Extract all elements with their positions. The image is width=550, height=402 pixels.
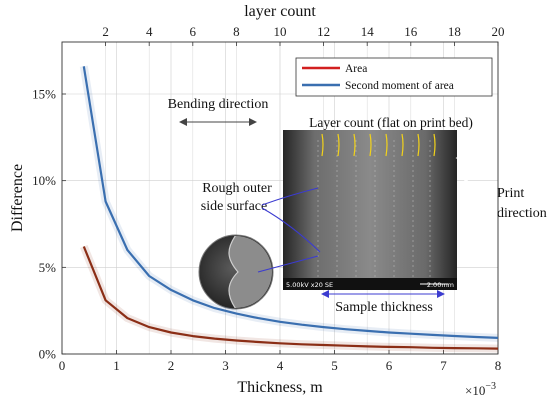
x-tick-label: 6 bbox=[386, 358, 393, 373]
top-tick-label: 16 bbox=[404, 24, 418, 39]
y-tick-label: 5% bbox=[39, 260, 57, 275]
y-tick-label: 0% bbox=[39, 347, 57, 362]
sem-caption-right: 2.00mm bbox=[427, 281, 454, 289]
x-tick-label: 7 bbox=[440, 358, 447, 373]
sample-thickness-label: Sample thickness bbox=[335, 300, 433, 315]
x-tick-label: 5 bbox=[331, 358, 338, 373]
print-direction-label-line2: direction bbox=[497, 206, 547, 221]
layer-markers bbox=[321, 133, 436, 157]
top-ticks: 2 4 6 8 10 12 14 16 18 20 bbox=[102, 24, 505, 46]
x-exponent: ×10−3 bbox=[465, 381, 496, 398]
x-exponent-base: ×10 bbox=[465, 383, 485, 398]
top-tick-label: 14 bbox=[361, 24, 375, 39]
rough-surface-label-line1: Rough outer bbox=[202, 181, 272, 196]
series-group bbox=[79, 65, 498, 353]
sem-circle-inset bbox=[198, 234, 274, 310]
series-line-area bbox=[82, 246, 498, 350]
x-axis-label: Thickness, m bbox=[237, 379, 323, 396]
legend-label-second-moment: Second moment of area bbox=[345, 80, 454, 92]
top-tick-label: 6 bbox=[190, 24, 197, 39]
sem-image-inset: 5.00kV x20 SE 2.00mm bbox=[283, 130, 477, 290]
top-tick-label: 20 bbox=[492, 24, 505, 39]
sem-caption-left: 5.00kV x20 SE bbox=[286, 281, 333, 289]
top-tick-label: 10 bbox=[274, 24, 287, 39]
series-line-second-moment bbox=[82, 66, 498, 339]
x-tick-label: 1 bbox=[113, 358, 120, 373]
x-tick-label: 2 bbox=[168, 358, 175, 373]
top-tick-label: 2 bbox=[102, 24, 109, 39]
y-axis-label: Difference bbox=[9, 164, 26, 232]
layer-count-flat-label: Layer count (flat on print bed) bbox=[309, 115, 473, 130]
top-tick-label: 12 bbox=[317, 24, 330, 39]
top-tick-label: 8 bbox=[233, 24, 240, 39]
x-tick-label: 8 bbox=[495, 358, 502, 373]
sem-image bbox=[283, 130, 457, 290]
x-tick-label: 3 bbox=[222, 358, 229, 373]
x-exponent-power: −3 bbox=[485, 381, 496, 392]
legend-label-area: Area bbox=[345, 63, 367, 75]
top-axis-label: layer count bbox=[244, 3, 316, 20]
rough-surface-label-line2: side surface bbox=[201, 199, 267, 214]
y-tick-label: 15% bbox=[32, 87, 56, 102]
top-tick-label: 18 bbox=[448, 24, 461, 39]
print-direction-label-line1: Print bbox=[497, 186, 524, 201]
y-ticks: 0% 5% 10% 15% bbox=[32, 87, 66, 362]
y-tick-label: 10% bbox=[32, 173, 56, 188]
rough-surface-pointers bbox=[257, 187, 321, 273]
x-tick-label: 4 bbox=[277, 358, 284, 373]
x-tick-label: 0 bbox=[59, 358, 66, 373]
bending-direction-label: Bending direction bbox=[168, 97, 269, 112]
sem-layer-lines bbox=[317, 140, 431, 278]
sem-caption-bar bbox=[283, 278, 457, 290]
legend-box bbox=[295, 57, 493, 97]
top-tick-label: 4 bbox=[146, 24, 153, 39]
legend: Area Second moment of area bbox=[295, 57, 493, 97]
x-ticks: 0 1 2 3 4 5 6 7 8 bbox=[59, 350, 502, 373]
